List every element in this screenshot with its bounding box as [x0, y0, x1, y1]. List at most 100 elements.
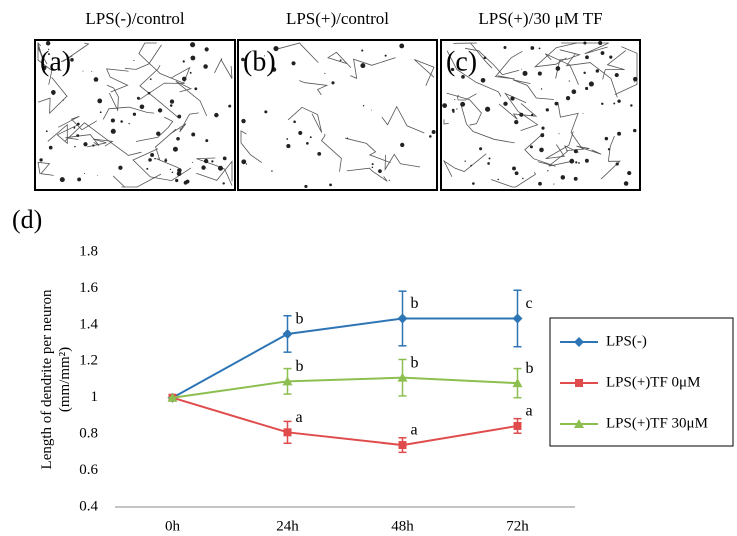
- cell-speck: [132, 112, 137, 116]
- cell-speck: [241, 159, 247, 165]
- marker: [574, 337, 584, 347]
- cell-speck: [97, 98, 103, 104]
- cell-speck: [540, 88, 543, 90]
- cell-speck: [205, 139, 209, 143]
- x-tick-label: 0h: [165, 518, 181, 534]
- cell-speck: [633, 81, 635, 83]
- cell-speck: [522, 177, 524, 180]
- cell-speck: [156, 131, 161, 136]
- cell-speck: [317, 152, 322, 156]
- y-tick-label: 1: [91, 389, 99, 405]
- cell-speck: [148, 158, 152, 162]
- cell-speck: [286, 144, 291, 149]
- cell-speck: [617, 131, 622, 136]
- cell-speck: [99, 111, 102, 114]
- neurite: [64, 122, 142, 156]
- cell-speck: [51, 90, 56, 95]
- y-tick-label: 0.4: [79, 498, 98, 514]
- neurite: [37, 76, 68, 115]
- cell-speck: [633, 76, 638, 82]
- cell-speck: [228, 104, 232, 108]
- cell-speck: [362, 105, 365, 107]
- cell-speck: [371, 163, 374, 166]
- cell-speck: [583, 71, 586, 75]
- cell-speck: [360, 63, 366, 69]
- cell-speck: [222, 156, 227, 161]
- cell-speck: [460, 101, 466, 107]
- neurite: [196, 157, 233, 186]
- cell-speck: [604, 136, 609, 141]
- neurite: [346, 167, 388, 182]
- neurite: [413, 59, 435, 86]
- cell-speck: [583, 41, 587, 45]
- cell-speck: [554, 101, 559, 106]
- panel-label: (a): [40, 46, 71, 77]
- neurite: [58, 115, 98, 131]
- cell-speck: [531, 113, 534, 117]
- significance-label: b: [526, 360, 534, 377]
- neurite: [320, 133, 342, 172]
- x-tick-label: 72h: [506, 518, 529, 534]
- cell-speck: [93, 77, 99, 82]
- micrograph: [237, 39, 438, 191]
- y-axis-label: Length of dendrite per neuron (mm/mm²): [39, 289, 73, 469]
- cell-speck: [547, 170, 549, 172]
- y-axis-label-line: (mm/mm²): [57, 347, 73, 412]
- neurite: [614, 46, 638, 95]
- neurite: [139, 66, 191, 100]
- cell-speck: [110, 118, 115, 123]
- cell-speck: [110, 128, 116, 134]
- cell-speck: [191, 132, 196, 137]
- cell-speck: [304, 184, 308, 188]
- neurite: [446, 92, 482, 126]
- panel-label: (c): [446, 46, 477, 77]
- legend-label: LPS(+)TF 0μM: [606, 374, 700, 390]
- neurite: [135, 116, 174, 142]
- y-axis-label-line: Length of dendrite per neuron: [39, 289, 55, 469]
- cell-speck: [582, 113, 584, 114]
- significance-label: b: [296, 311, 304, 328]
- neurite: [139, 65, 179, 119]
- cell-speck: [149, 78, 152, 81]
- cell-speck: [371, 166, 374, 169]
- cell-speck: [183, 180, 188, 185]
- cell-speck: [483, 56, 487, 60]
- cell-speck: [74, 145, 76, 148]
- neurite: [155, 128, 179, 169]
- cell-speck: [331, 81, 335, 85]
- cell-speck: [485, 106, 491, 112]
- neurite: [443, 119, 449, 125]
- cell-speck: [172, 146, 178, 152]
- marker: [512, 313, 523, 324]
- cell-speck: [470, 164, 473, 167]
- neurite: [456, 93, 477, 101]
- cell-speck: [497, 178, 499, 181]
- cell-speck: [97, 175, 99, 177]
- cell-speck: [136, 96, 140, 100]
- significance-label: b: [296, 358, 304, 375]
- cell-speck: [182, 60, 185, 63]
- cell-speck: [298, 130, 303, 135]
- panel-label: (d): [12, 205, 42, 234]
- cell-speck: [128, 122, 130, 125]
- cell-speck: [399, 43, 405, 49]
- cell-speck: [560, 175, 566, 180]
- cell-speck: [588, 81, 594, 87]
- neurite: [350, 57, 396, 79]
- marker: [512, 378, 523, 388]
- cell-speck: [346, 137, 349, 139]
- cell-speck: [607, 148, 611, 151]
- significance-label: a: [296, 409, 303, 426]
- cell-speck: [176, 136, 180, 141]
- cell-speck: [598, 41, 603, 46]
- cell-speck: [575, 161, 578, 164]
- cell-speck: [503, 45, 507, 49]
- cell-speck: [309, 136, 312, 139]
- cell-speck: [487, 162, 490, 165]
- cell-speck: [76, 122, 80, 126]
- neurite: [196, 160, 233, 182]
- cell-speck: [48, 48, 50, 50]
- cell-speck: [339, 59, 342, 62]
- cell-speck: [479, 147, 483, 151]
- x-tick-label: 24h: [276, 518, 299, 534]
